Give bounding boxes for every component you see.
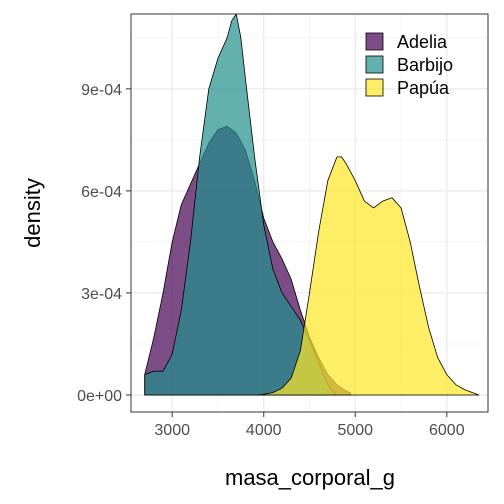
x-axis-title: masa_corporal_g — [225, 465, 395, 490]
plot-panel-border — [130, 13, 489, 413]
legend-label-barbijo: Barbijo — [397, 55, 453, 75]
density-area-papua — [258, 156, 480, 396]
legend: Adelia Barbijo Papúa — [365, 32, 453, 98]
legend-key-papua — [365, 78, 384, 97]
y-tick-label: 6e-04 — [81, 184, 122, 201]
legend-key-barbijo — [365, 55, 384, 74]
legend-key-adelia — [365, 32, 384, 51]
x-tick-label: 5000 — [337, 422, 373, 439]
y-axis-title: density — [20, 178, 45, 248]
x-tick-label: 3000 — [154, 422, 190, 439]
y-axis-ticks: 0e+00 3e-04 6e-04 9e-04 — [77, 82, 131, 405]
legend-label-papua: Papúa — [397, 78, 450, 98]
x-tick-label: 6000 — [429, 422, 465, 439]
density-areas — [144, 13, 480, 396]
y-tick-label: 3e-04 — [81, 286, 122, 303]
legend-label-adelia: Adelia — [397, 32, 448, 52]
x-axis-ticks: 3000 4000 5000 6000 — [154, 412, 465, 439]
x-tick-label: 4000 — [246, 422, 282, 439]
y-tick-label: 9e-04 — [81, 82, 122, 99]
y-tick-label: 0e+00 — [77, 388, 122, 405]
